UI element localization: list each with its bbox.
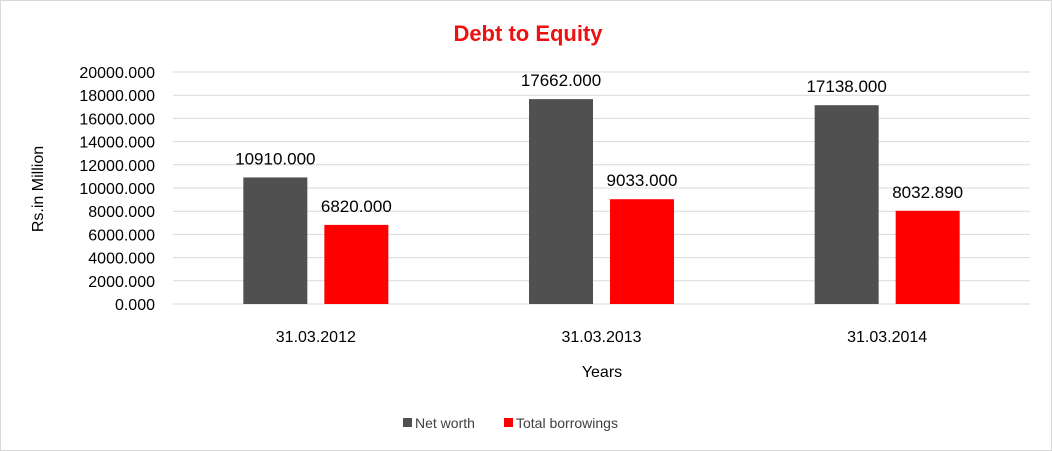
bar-net-worth [243,177,308,304]
bar-total-borrowings [610,199,674,304]
y-tick-label: 16000.000 [79,111,155,128]
y-tick-label: 12000.000 [79,158,155,175]
y-tick-label: 20000.000 [79,65,155,82]
legend: Net worth Total borrowings [403,415,618,431]
data-label: 9033.000 [607,171,678,190]
bar-net-worth [529,99,593,305]
y-tick-label: 6000.000 [88,227,155,244]
legend-swatch [403,418,412,427]
data-label: 6820.000 [321,197,392,216]
legend-label: Total borrowings [516,415,618,431]
y-tick-label: 8000.000 [88,204,155,221]
data-label: 17138.000 [806,77,886,96]
legend-label: Net worth [415,415,475,431]
data-label: 8032.890 [892,183,963,202]
y-tick-label: 4000.000 [88,251,155,268]
y-tick-label: 0.000 [115,297,155,314]
y-axis-ticks: 0.000 2000.000 4000.000 6000.000 8000.000 100… [79,65,155,314]
y-tick-label: 18000.000 [79,88,155,105]
y-tick-label: 14000.000 [79,135,155,152]
bar-net-worth [814,105,879,304]
x-category-label: 31.03.2012 [276,329,356,346]
chart-title: Debt to Equity [453,21,603,46]
x-axis-categories: 31.03.2012 31.03.2013 31.03.2014 [276,329,928,346]
data-label: 17662.000 [521,71,601,90]
data-label: 10910.000 [235,149,315,168]
x-axis-label: Years [582,364,622,381]
bar-total-borrowings [324,224,389,304]
y-tick-label: 10000.000 [79,181,155,198]
bar-total-borrowings [895,210,960,304]
y-tick-label: 2000.000 [88,274,155,291]
data-labels: 10910.000 6820.000 17662.000 9033.000 17138.… [235,71,963,216]
bars [243,99,960,305]
x-category-label: 31.03.2014 [847,329,927,346]
legend-swatch [504,418,513,427]
x-category-label: 31.03.2013 [561,329,641,346]
y-axis-label: Rs.in Million [30,146,47,232]
gridlines [173,71,1030,305]
